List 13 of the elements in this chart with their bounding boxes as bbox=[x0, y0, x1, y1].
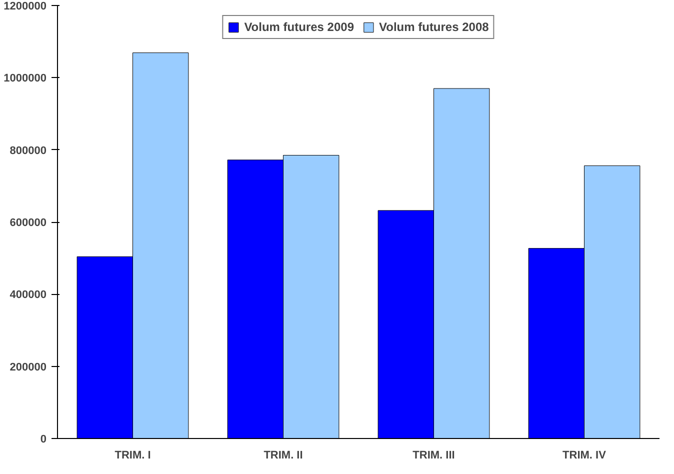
x-tick-label: TRIM. I bbox=[114, 450, 151, 462]
y-tick-label: 200000 bbox=[10, 361, 47, 374]
x-tick-label: TRIM. III bbox=[412, 450, 455, 462]
y-tick-label: 1200000 bbox=[4, 0, 47, 12]
y-tick-label: 0 bbox=[40, 434, 47, 446]
y-tick-label: 1000000 bbox=[4, 72, 47, 85]
y-tick-label: 800000 bbox=[10, 144, 47, 157]
y-tick-label: 600000 bbox=[10, 217, 47, 229]
legend-label: Volum futures 2008 bbox=[379, 20, 489, 34]
x-tick-label: TRIM. II bbox=[264, 450, 303, 462]
y-tick-label: 400000 bbox=[10, 289, 47, 302]
x-tick-label: TRIM. IV bbox=[562, 450, 607, 462]
legend-label: Volum futures 2009 bbox=[244, 20, 354, 34]
